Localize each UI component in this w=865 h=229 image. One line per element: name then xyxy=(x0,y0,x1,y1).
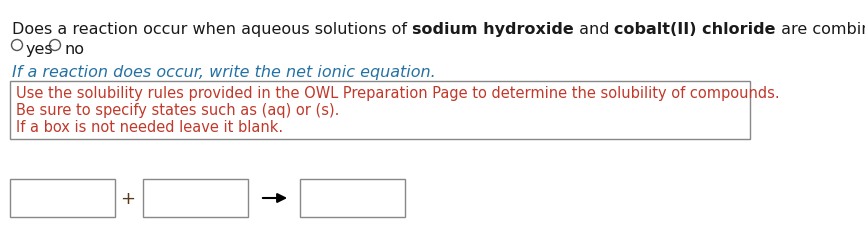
Bar xyxy=(10,179,115,217)
Text: Use the solubility rules provided in the OWL Preparation Page to determine the s: Use the solubility rules provided in the… xyxy=(16,86,779,101)
Text: yes: yes xyxy=(26,42,54,57)
Text: cobalt(II) chloride: cobalt(II) chloride xyxy=(614,22,776,37)
Text: Does a reaction occur when aqueous solutions of: Does a reaction occur when aqueous solut… xyxy=(12,22,412,37)
Bar xyxy=(143,179,248,217)
Text: sodium hydroxide: sodium hydroxide xyxy=(412,22,573,37)
Bar xyxy=(300,179,405,217)
Text: +: + xyxy=(120,189,136,207)
Text: and: and xyxy=(573,22,614,37)
Text: Be sure to specify states such as (aq) or (s).: Be sure to specify states such as (aq) o… xyxy=(16,103,339,117)
Text: If a box is not needed leave it blank.: If a box is not needed leave it blank. xyxy=(16,120,283,134)
Text: no: no xyxy=(64,42,84,57)
Bar xyxy=(10,82,750,139)
Text: If a reaction does occur, write the net ionic equation.: If a reaction does occur, write the net … xyxy=(12,65,436,80)
Text: are combined?: are combined? xyxy=(776,22,865,37)
